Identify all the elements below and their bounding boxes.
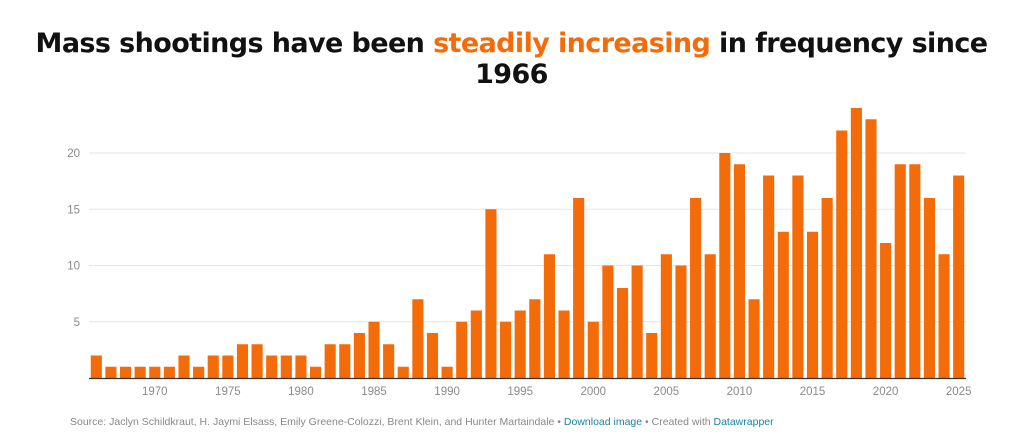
chart-title: Mass shootings have been steadily increa… [0,28,1023,90]
bar-2001 [602,265,614,378]
bar-1970 [149,366,161,378]
created-with-text: Created with [651,416,714,428]
x-tick-label-1980: 1980 [288,386,314,398]
bar-2015 [806,231,819,378]
x-tick-label-2010: 2010 [727,386,753,398]
bar-2020 [880,243,892,378]
bar-2004 [646,333,658,378]
bar-1997 [543,254,555,378]
bar-1985 [368,321,380,378]
bars [90,108,965,378]
bar-2011 [748,299,760,378]
bar-1981 [310,366,322,378]
bar-2009 [719,153,731,378]
bar-2005 [660,254,672,378]
bar-1999 [573,198,585,378]
bar-2023 [923,198,936,378]
bar-2017 [836,130,848,378]
bar-2008 [704,254,716,378]
x-tick-label-2000: 2000 [580,386,606,398]
bar-2002 [616,288,629,378]
bar-1996 [529,299,541,378]
bar-2022 [909,164,921,378]
x-tick-label-2005: 2005 [654,386,680,398]
y-tick-label-5: 5 [74,317,80,329]
bar-1971 [163,366,175,378]
bar-1969 [134,366,146,378]
bar-1975 [222,355,234,378]
bar-1983 [339,344,351,378]
separator: • [554,416,564,428]
x-tick-label-2025: 2025 [946,386,972,398]
bar-1990 [441,366,453,378]
download-image-link[interactable]: Download image [563,416,643,428]
bar-1998 [558,310,570,378]
x-axis-labels: 1970 1975 1980 1985 1990 1995 2000 2005 2010 2015… [142,386,972,398]
bar-1973 [193,366,205,378]
bar-2003 [631,265,643,378]
bar-1978 [266,355,278,378]
footer: Source: Jaclyn Schildkraut, H. Jaymi Els… [70,416,774,428]
x-tick-label-1985: 1985 [361,386,387,398]
bar-1984 [353,333,365,378]
bar-1987 [397,366,409,378]
bar-2000 [587,321,599,378]
bar-1976 [236,344,249,378]
x-tick-label-1970: 1970 [142,386,168,398]
bar-1988 [412,299,424,378]
x-tick-label-2020: 2020 [873,386,899,398]
bar-1977 [251,344,263,378]
bar-1986 [383,344,395,378]
title-part-2: in frequency since 1966 [475,28,988,90]
datawrapper-link[interactable]: Datawrapper [713,416,774,428]
bar-1994 [500,321,512,378]
source-text: Source: Jaclyn Schildkraut, H. Jaymi Els… [70,416,555,428]
bar-2021 [894,164,906,378]
bar-1991 [456,321,468,378]
bar-2014 [792,175,804,378]
y-axis-labels: 5 10 15 20 [67,148,80,329]
y-tick-label-20: 20 [67,148,80,160]
separator: • [642,416,652,428]
bar-1982 [324,344,336,378]
bar-1995 [514,310,526,378]
bar-2016 [821,198,833,378]
bar-2006 [675,265,687,378]
x-tick-label-1990: 1990 [434,386,460,398]
bar-2012 [763,175,775,378]
bar-2025 [953,175,965,378]
bar-1993 [485,209,497,378]
x-tick-label-1975: 1975 [215,386,241,398]
bar-1989 [426,333,439,378]
bar-2007 [690,198,702,378]
title-part-1: Mass shootings have been [35,28,434,59]
y-tick-label-15: 15 [67,204,80,216]
x-tick-label-2015: 2015 [800,386,826,398]
bar-1967 [105,366,117,378]
gridlines [89,152,966,323]
bar-1966 [90,355,102,378]
bar-1972 [178,355,190,378]
bar-2013 [777,231,789,378]
bar-2019 [865,119,877,378]
bar-1968 [119,366,132,378]
bar-2024 [938,254,950,378]
bar-2010 [733,164,745,378]
bar-1992 [470,310,482,378]
bar-1974 [207,355,219,378]
title-highlight: steadily increasing [433,28,711,59]
bar-1979 [280,355,292,378]
x-tick-label-1995: 1995 [507,386,533,398]
bar-1980 [295,355,307,378]
y-tick-label-10: 10 [67,261,80,273]
bar-2018 [850,108,862,378]
